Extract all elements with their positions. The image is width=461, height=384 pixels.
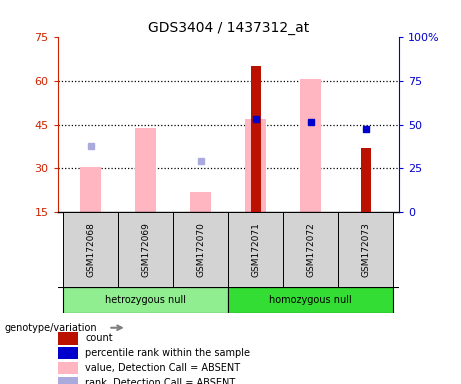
- Text: GSM172070: GSM172070: [196, 222, 205, 277]
- Bar: [118, 212, 173, 287]
- Bar: [361, 148, 371, 212]
- Text: GSM172071: GSM172071: [251, 222, 260, 277]
- Bar: [58, 333, 78, 344]
- Bar: [58, 347, 78, 359]
- Text: genotype/variation: genotype/variation: [5, 323, 97, 333]
- Bar: [58, 362, 78, 374]
- Bar: [173, 212, 228, 287]
- Bar: [251, 66, 260, 212]
- Bar: [80, 167, 101, 212]
- Text: hetrozygous null: hetrozygous null: [105, 295, 186, 305]
- Text: value, Detection Call = ABSENT: value, Detection Call = ABSENT: [85, 363, 240, 373]
- Bar: [63, 212, 118, 287]
- Text: percentile rank within the sample: percentile rank within the sample: [85, 348, 250, 358]
- Text: homozygous null: homozygous null: [269, 295, 352, 305]
- Bar: [245, 119, 266, 212]
- Bar: [228, 212, 283, 287]
- Text: rank, Detection Call = ABSENT: rank, Detection Call = ABSENT: [85, 378, 236, 384]
- Bar: [135, 127, 156, 212]
- Text: count: count: [85, 333, 113, 344]
- Title: GDS3404 / 1437312_at: GDS3404 / 1437312_at: [148, 21, 309, 35]
- Bar: [283, 212, 338, 287]
- Bar: [300, 79, 321, 212]
- Bar: [190, 192, 211, 212]
- Bar: [228, 287, 393, 313]
- Text: GSM172069: GSM172069: [141, 222, 150, 277]
- Text: GSM172072: GSM172072: [306, 222, 315, 277]
- Bar: [58, 377, 78, 384]
- Bar: [63, 287, 228, 313]
- Text: GSM172073: GSM172073: [361, 222, 370, 277]
- Text: GSM172068: GSM172068: [86, 222, 95, 277]
- Bar: [338, 212, 393, 287]
